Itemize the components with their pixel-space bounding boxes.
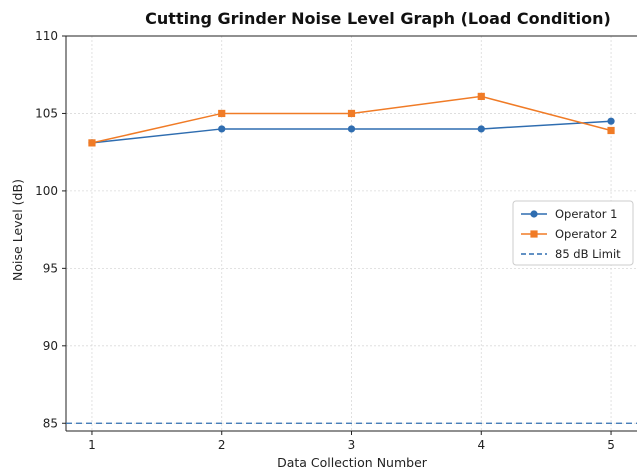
y-tick-label: 105 [35, 106, 58, 120]
legend: Operator 1 Operator 2 85 dB Limit [512, 200, 634, 266]
series-2-point [88, 139, 96, 147]
series-1-point [477, 125, 485, 133]
legend-label: Operator 2 [555, 227, 617, 241]
legend-label: 85 dB Limit [555, 247, 621, 261]
y-axis-label: Noise Level (dB) [10, 179, 25, 281]
x-axis-label: Data Collection Number [277, 455, 428, 470]
series-2-point [607, 126, 615, 135]
x-tick-label: 3 [348, 438, 356, 452]
legend-marker [530, 230, 538, 238]
y-tick-label: 85 [43, 416, 58, 430]
series-1-point [347, 125, 356, 133]
series-1-point [218, 125, 226, 133]
y-tick-label: 110 [35, 29, 58, 43]
legend-box [512, 200, 634, 266]
x-tick-label: 4 [477, 438, 485, 452]
y-tick-label: 90 [43, 339, 58, 353]
series-2-point [347, 109, 356, 118]
y-tick-label: 100 [35, 184, 58, 198]
y-tick-label: 95 [43, 261, 58, 275]
legend-marker [530, 210, 538, 218]
x-tick-label: 5 [607, 438, 615, 452]
series-layer [66, 92, 637, 424]
series-1-point [607, 117, 615, 125]
chart-title: Cutting Grinder Noise Level Graph (Load … [145, 9, 611, 28]
x-tick-label: 2 [218, 438, 226, 452]
series-2-point [477, 92, 485, 101]
axes: 85 90 95 100 105 110 1 2 3 4 5 [35, 29, 637, 452]
legend-label: Operator 1 [555, 207, 617, 221]
series-line-2 [91, 95, 612, 144]
series-2-point [218, 109, 226, 118]
x-tick-label: 1 [88, 438, 96, 452]
